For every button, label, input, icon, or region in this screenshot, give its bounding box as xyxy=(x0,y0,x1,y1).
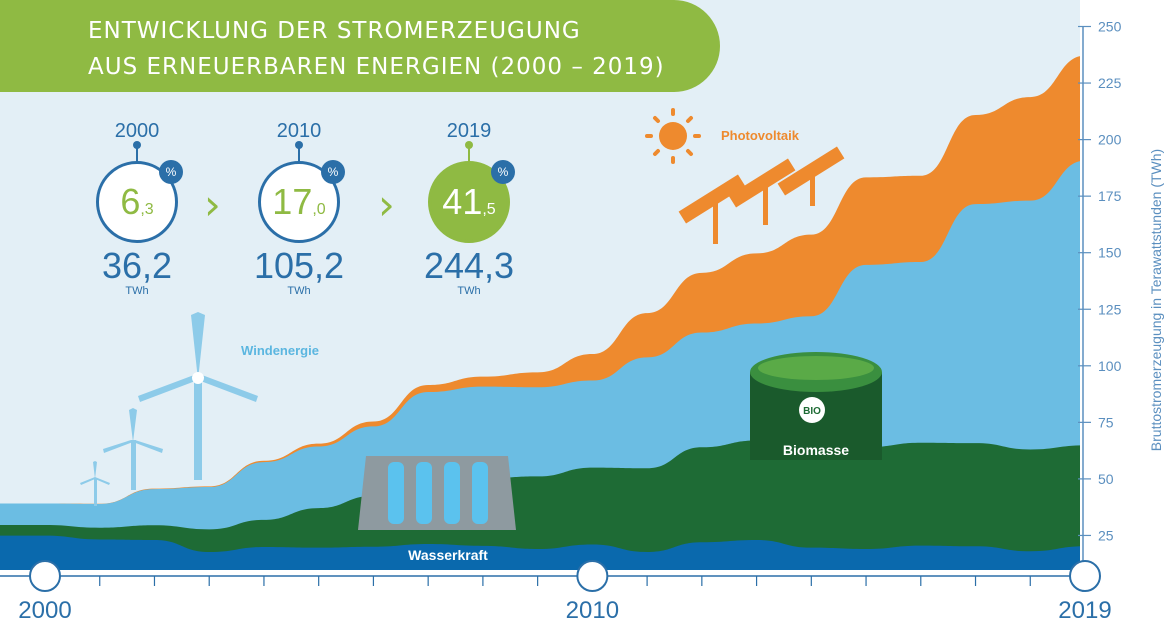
twh-value: 36,2 xyxy=(101,245,173,286)
wind-turbine-icon xyxy=(80,461,110,506)
pin-icon xyxy=(133,141,141,163)
twh-value: 244,3 xyxy=(423,245,515,286)
decorations: BIO xyxy=(80,108,882,530)
share-decimal: ,3 xyxy=(140,201,154,218)
share-value: 6 xyxy=(120,181,141,222)
y-tick-label: 225 xyxy=(1098,75,1122,91)
share-circle: 6,3 % xyxy=(96,141,183,243)
y-tick-label: 50 xyxy=(1098,471,1114,487)
stat-year: 2010 xyxy=(276,120,322,142)
twh-unit: TWh xyxy=(457,285,481,297)
y-tick-label: 175 xyxy=(1098,188,1122,204)
axis-margin xyxy=(1080,0,1170,629)
biogas-tank-icon: BIO xyxy=(750,352,882,460)
series-label-wasserkraft: Wasserkraft xyxy=(408,547,488,563)
series-label-windenergie: Windenergie xyxy=(241,343,319,358)
stat-year: 2019 xyxy=(446,120,492,142)
pin-icon xyxy=(465,141,473,163)
chevron-right-icon: › xyxy=(378,180,395,229)
stat-2019: 2019 41,5 % 244,3 TWh xyxy=(384,120,554,297)
twh-unit: TWh xyxy=(287,285,311,297)
y-axis-label: Bruttostromerzeugung in Terawattstunden … xyxy=(1148,148,1164,452)
series-label-biomasse: Biomasse xyxy=(783,442,849,458)
title-line-1: ENTWICKLUNG DER STROMERZEUGUNG xyxy=(88,18,581,44)
y-axis: 25 50 75 100 125 150 175 200 225 250 xyxy=(1078,19,1122,592)
series-label-photovoltaik: Photovoltaik xyxy=(721,128,800,143)
twh-unit: TWh xyxy=(125,285,149,297)
bio-label: BIO xyxy=(803,406,821,417)
stat-2010: 2010 17,0 % 105,2 TWh xyxy=(214,120,384,297)
percent-badge: % xyxy=(159,160,183,184)
stat-2000: 2000 6,3 % 36,2 TWh xyxy=(52,120,222,297)
twh-value: 105,2 xyxy=(253,245,345,286)
share-circle: 41,5 % xyxy=(428,141,515,243)
chevron-right-icon: › xyxy=(204,180,221,229)
share-circle: 17,0 % xyxy=(258,141,345,243)
y-tick-label: 75 xyxy=(1098,414,1114,430)
timeline-marker xyxy=(576,560,609,592)
x-axis: 2000 2010 2019 xyxy=(0,560,1112,624)
stat-year: 2000 xyxy=(114,120,160,142)
title-banner: ENTWICKLUNG DER STROMERZEUGUNG AUS ERNEU… xyxy=(0,0,720,92)
y-tick-label: 25 xyxy=(1098,527,1114,543)
pin-icon xyxy=(295,141,303,163)
dam-icon xyxy=(358,456,516,530)
y-tick-label: 200 xyxy=(1098,132,1122,148)
y-tick-label: 100 xyxy=(1098,358,1122,374)
wind-turbine-icon xyxy=(138,312,258,480)
x-tick-label: 2000 xyxy=(18,597,71,624)
y-tick-label: 125 xyxy=(1098,301,1122,317)
percent-badge: % xyxy=(321,160,345,184)
solar-panel-icon xyxy=(678,146,845,244)
share-value: 17 xyxy=(272,181,313,222)
x-tick-label: 2010 xyxy=(566,597,619,624)
y-tick-label: 250 xyxy=(1098,19,1122,35)
timeline-marker xyxy=(29,560,61,592)
timeline-band xyxy=(0,570,1080,629)
share-decimal: ,0 xyxy=(312,201,326,218)
title-line-2: AUS ERNEUERBAREN ENERGIEN (2000 – 2019) xyxy=(88,54,665,80)
sun-icon xyxy=(645,108,701,164)
timeline-marker xyxy=(1069,560,1101,592)
x-tick-label: 2019 xyxy=(1058,597,1111,624)
share-value: 41 xyxy=(442,181,483,222)
y-tick-label: 150 xyxy=(1098,245,1122,261)
share-decimal: ,5 xyxy=(482,201,496,218)
wind-turbine-icon xyxy=(103,408,163,490)
series-labels: Wasserkraft Biomasse Windenergie Photovolta… xyxy=(241,128,849,563)
percent-badge: % xyxy=(491,160,515,184)
